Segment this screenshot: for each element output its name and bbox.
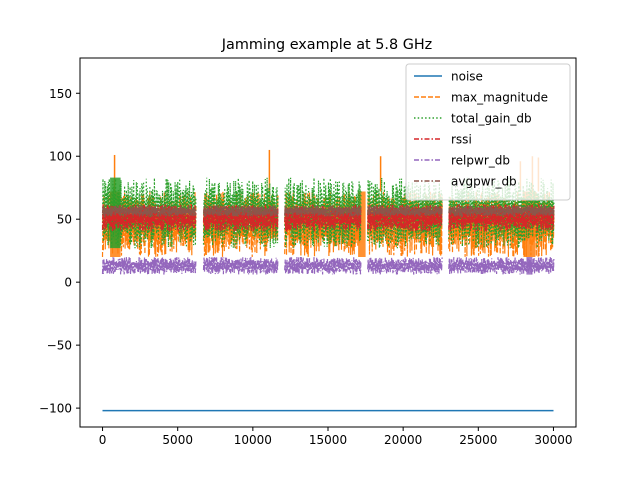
legend-label: rssi [451,133,472,147]
y-tick-label: −50 [47,339,72,353]
x-tick-label: 25000 [459,433,497,447]
series-relpwr-db [101,256,555,275]
series-band [101,204,555,232]
x-tick-label: 10000 [234,433,272,447]
series-burst [358,191,366,257]
legend-item: avgpwr_db [414,175,517,189]
y-tick-label: 150 [49,87,72,101]
y-tick-label: −100 [39,402,72,416]
x-tick-label: 15000 [309,433,347,447]
series-band [101,256,555,275]
legend-label: total_gain_db [451,112,532,126]
y-tick-label: 0 [64,276,72,290]
axes: 0 5000 10000 15000 20000 25000 30000 −100 −50 0 50… [39,57,577,447]
legend-label: max_magnitude [451,91,548,105]
x-tick-label: 20000 [384,433,422,447]
y-tick-label: 50 [57,213,72,227]
legend-item: rssi [414,133,472,147]
chart-title: Jamming example at 5.8 GHz [221,37,432,53]
x-tick-label: 0 [99,433,107,447]
legend-box [405,63,571,201]
x-tick-label: 5000 [162,433,193,447]
legend-item: noise [414,70,483,84]
legend-item: total_gain_db [414,112,532,126]
x-tick-label: 30000 [534,433,572,447]
legend-item: relpwr_db [414,154,510,168]
series-avgpwr-db [101,205,555,217]
y-tick-label: 100 [49,150,72,164]
legend-label: avgpwr_db [451,175,517,189]
legend-label: relpwr_db [451,154,510,168]
series-band [101,205,555,217]
legend-label: noise [451,70,483,84]
series-rssi [101,204,555,232]
legend-item: max_magnitude [414,91,548,105]
series-burst [526,257,533,275]
